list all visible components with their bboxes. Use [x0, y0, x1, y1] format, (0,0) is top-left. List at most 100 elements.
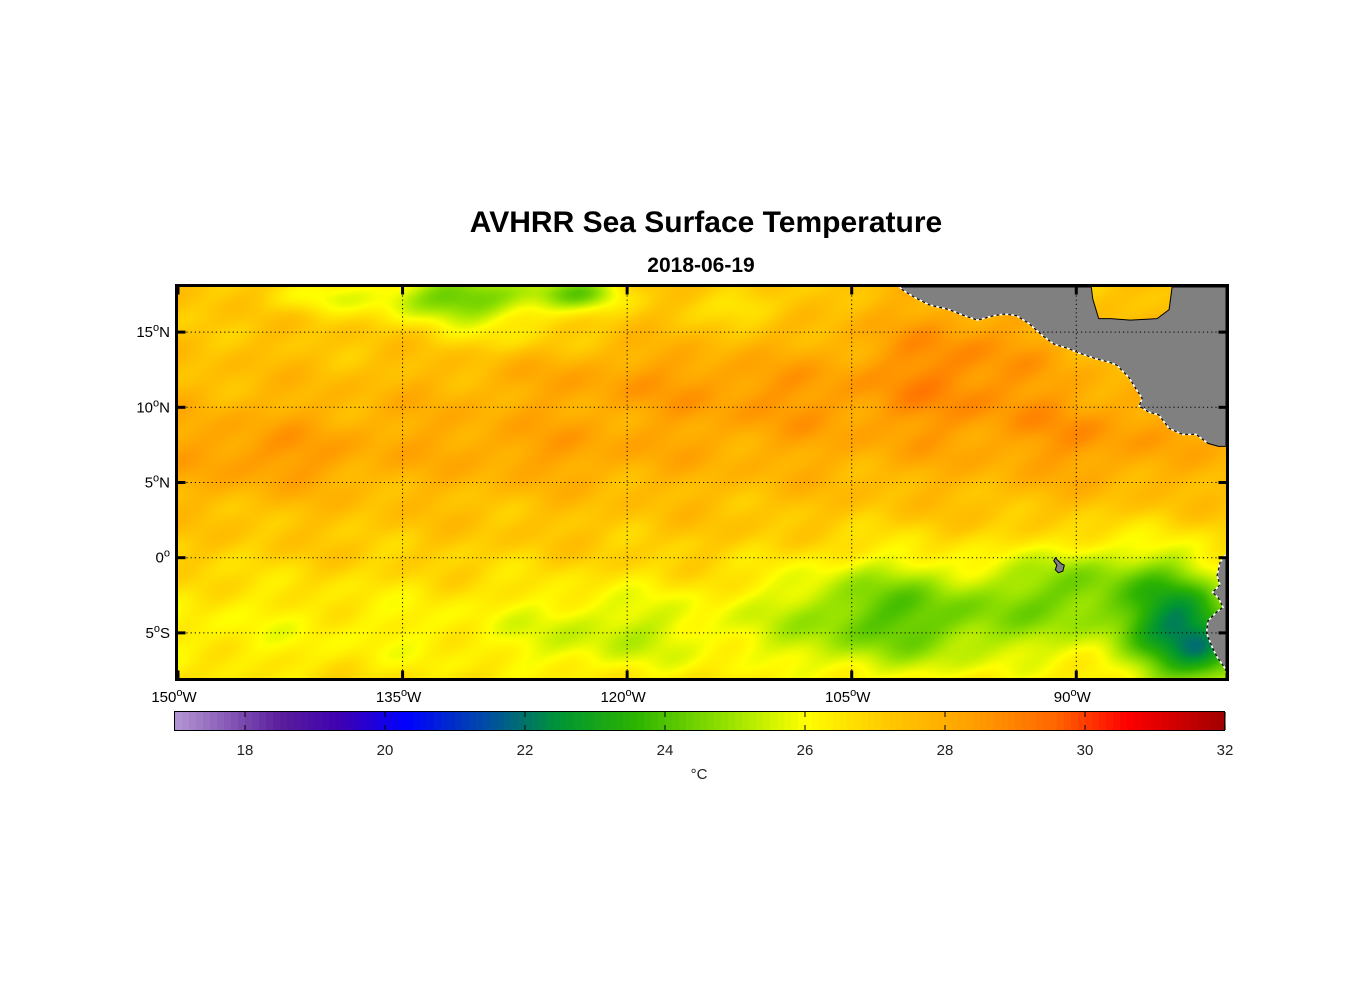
colorbar-swatch — [476, 712, 484, 730]
colorbar-swatch — [259, 712, 267, 730]
colorbar-swatch — [266, 712, 274, 730]
colorbar-swatch — [252, 712, 260, 730]
colorbar-swatch — [980, 712, 988, 730]
colorbar-swatch — [994, 712, 1002, 730]
colorbar-swatch — [343, 712, 351, 730]
land-south-america — [1205, 553, 1226, 678]
colorbar-swatch — [1036, 712, 1044, 730]
x-tick-label: 150oW — [151, 687, 197, 706]
colorbar-swatch — [721, 712, 729, 730]
colorbar-swatch — [707, 712, 715, 730]
colorbar-swatch — [1169, 712, 1177, 730]
figure-title: AVHRR Sea Surface Temperature — [469, 206, 943, 239]
x-tick-label: 90oW — [1054, 687, 1092, 706]
colorbar-swatch — [182, 712, 190, 730]
y-tick-label: 5oN — [145, 473, 170, 492]
colorbar-swatch — [700, 712, 708, 730]
colorbar-swatch — [462, 712, 470, 730]
colorbar-swatch — [371, 712, 379, 730]
colorbar-swatch — [1183, 712, 1191, 730]
colorbar-swatch — [868, 712, 876, 730]
colorbar-swatch — [1071, 712, 1079, 730]
colorbar-swatch — [1204, 712, 1212, 730]
colorbar-swatch — [315, 712, 323, 730]
x-tick-label: 135oW — [376, 687, 422, 706]
colorbar-swatch — [924, 712, 932, 730]
colorbar-swatch — [665, 712, 673, 730]
colorbar-swatch — [910, 712, 918, 730]
colorbar-swatch — [413, 712, 421, 730]
colorbar-swatch — [574, 712, 582, 730]
colorbar-swatch — [455, 712, 463, 730]
sst-canvas — [178, 287, 1226, 678]
colorbar-swatch — [861, 712, 869, 730]
colorbar-swatch — [623, 712, 631, 730]
figure-subtitle: 2018-06-19 — [647, 254, 755, 277]
colorbar-swatch — [1197, 712, 1205, 730]
colorbar-swatch — [1155, 712, 1163, 730]
colorbar-swatch — [679, 712, 687, 730]
colorbar-swatch — [581, 712, 589, 730]
colorbar-swatch — [567, 712, 575, 730]
colorbar-swatch — [1085, 712, 1093, 730]
colorbar-swatch — [588, 712, 596, 730]
land-galapagos — [1053, 556, 1065, 574]
colorbar-swatch — [742, 712, 750, 730]
colorbar-swatch — [350, 712, 358, 730]
colorbar-swatch — [749, 712, 757, 730]
colorbar-swatch — [791, 712, 799, 730]
map-plot-area: 150oW 135oW 120oW 105oW 90oW 15oN 10oN 5oN 0o 5oS — [136, 284, 1229, 706]
colorbar-swatch — [294, 712, 302, 730]
sst-field — [178, 287, 1226, 678]
colorbar-swatch — [637, 712, 645, 730]
colorbar-swatch — [917, 712, 925, 730]
colorbar-swatch — [854, 712, 862, 730]
colorbar-swatch — [1050, 712, 1058, 730]
colorbar-swatch — [903, 712, 911, 730]
colorbar-tick-label: 22 — [517, 742, 534, 759]
land-layer — [898, 287, 1226, 678]
coastline-south-america — [1205, 554, 1226, 674]
colorbar-swatch — [1022, 712, 1030, 730]
colorbar-swatch — [658, 712, 666, 730]
colorbar-swatch — [609, 712, 617, 730]
colorbar-swatch — [1078, 712, 1086, 730]
colorbar-swatch — [959, 712, 967, 730]
colorbar-swatch — [518, 712, 526, 730]
colorbar-tick-label: 26 — [797, 742, 814, 759]
colorbar-swatch — [840, 712, 848, 730]
colorbar-swatch — [1141, 712, 1149, 730]
colorbar-swatch — [777, 712, 785, 730]
colorbar-swatch — [357, 712, 365, 730]
colorbar-swatches — [175, 712, 1226, 730]
colorbar-swatch — [1218, 712, 1226, 730]
y-tick-label: 15oN — [136, 322, 170, 341]
colorbar-swatch — [483, 712, 491, 730]
colorbar-swatch — [280, 712, 288, 730]
colorbar-swatch — [1099, 712, 1107, 730]
colorbar-swatch — [763, 712, 771, 730]
colorbar-ticks: 18 20 22 24 26 28 30 32 — [237, 712, 1233, 759]
colorbar-swatch — [826, 712, 834, 730]
x-tick-label: 120oW — [600, 687, 646, 706]
colorbar-swatch — [539, 712, 547, 730]
colorbar-swatch — [595, 712, 603, 730]
colorbar-swatch — [210, 712, 218, 730]
colorbar-swatch — [364, 712, 372, 730]
colorbar-swatch — [420, 712, 428, 730]
colorbar-swatch — [1162, 712, 1170, 730]
colorbar-swatch — [896, 712, 904, 730]
colorbar-swatch — [308, 712, 316, 730]
colorbar-swatch — [196, 712, 204, 730]
colorbar-swatch — [224, 712, 232, 730]
colorbar-swatch — [511, 712, 519, 730]
colorbar-swatch — [1113, 712, 1121, 730]
colorbar-swatch — [203, 712, 211, 730]
colorbar-swatch — [336, 712, 344, 730]
y-tick-label: 5oS — [146, 623, 170, 642]
colorbar-swatch — [756, 712, 764, 730]
colorbar-tick-label: 20 — [377, 742, 394, 759]
colorbar-swatch — [448, 712, 456, 730]
colorbar-swatch — [490, 712, 498, 730]
